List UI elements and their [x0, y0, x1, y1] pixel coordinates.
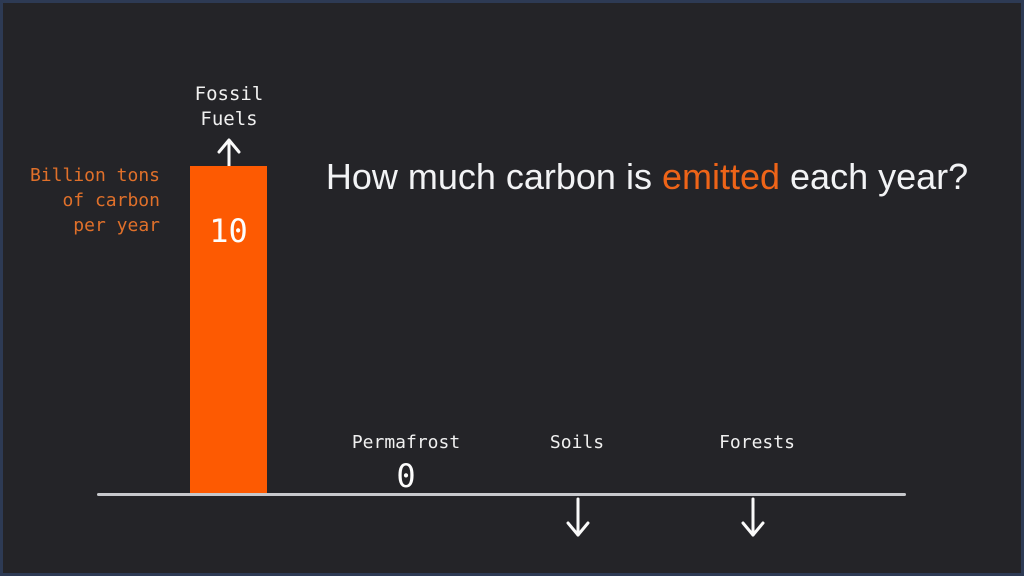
y-axis-label-line-3: per year	[73, 215, 160, 236]
x-axis-line	[97, 493, 906, 496]
y-axis-label-line-1: Billion tons	[29, 165, 160, 186]
forests-down-arrow-icon	[741, 497, 765, 537]
soils-down-arrow-icon	[566, 497, 590, 537]
title-text-highlight: emitted	[661, 156, 781, 197]
title-text-pre: How much carbon is	[325, 156, 662, 197]
fossil-fuels-label-line-2: Fuels	[200, 108, 258, 130]
soils-label: Soils	[549, 432, 605, 453]
y-axis-label: Billion tons of carbon per year	[3, 163, 160, 238]
fossil-fuels-value: 10	[209, 212, 248, 250]
permafrost-label: Permafrost	[351, 432, 461, 453]
forests-label: Forests	[719, 432, 795, 453]
slide-title: How much carbon is emitted each year?	[270, 155, 1021, 199]
fossil-fuels-label: Fossil Fuels	[159, 82, 299, 132]
fossil-fuels-bar	[190, 166, 267, 494]
permafrost-value: 0	[396, 457, 416, 495]
title-text-post: each year?	[780, 156, 969, 197]
fossil-fuels-label-line-1: Fossil	[194, 83, 264, 105]
y-axis-label-line-2: of carbon	[62, 190, 160, 211]
